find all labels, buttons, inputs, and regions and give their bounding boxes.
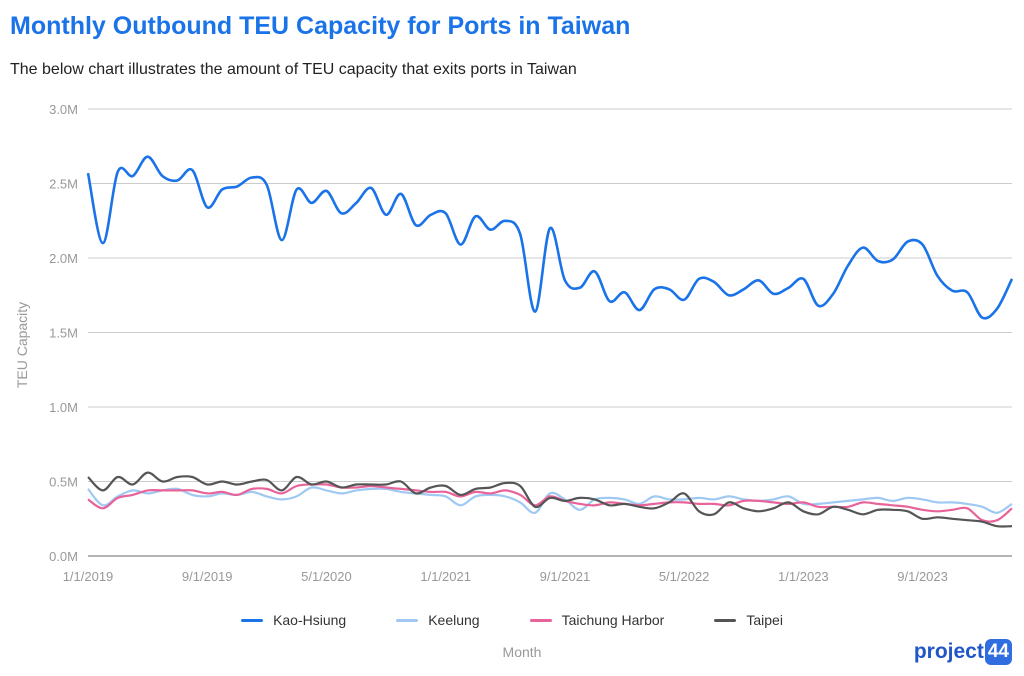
x-tick-label: 5/1/2020 xyxy=(301,569,352,584)
y-tick-label: 3.0M xyxy=(49,102,78,117)
legend-swatch xyxy=(396,618,419,622)
chart-subtitle: The below chart illustrates the amount o… xyxy=(10,61,577,78)
legend-label: Keelung xyxy=(428,612,480,628)
legend-item-kao-hsiung[interactable]: Kao-Hsiung xyxy=(241,612,346,628)
legend-label: Taichung Harbor xyxy=(561,612,665,628)
legend-item-taichung-harbor[interactable]: Taichung Harbor xyxy=(529,612,665,628)
x-tick-label: 1/1/2023 xyxy=(778,569,829,584)
y-tick-label: 0.5M xyxy=(49,475,78,490)
y-axis-label: TEU Capacity xyxy=(14,302,30,388)
logo-badge: 44 xyxy=(984,639,1012,665)
legend-item-taipei[interactable]: Taipei xyxy=(714,612,783,628)
y-axis-ticks: 0.0M 0.5M 1.0M 1.5M 2.0M 2.5M 3.0M xyxy=(49,102,78,564)
x-tick-label: 9/1/2019 xyxy=(182,569,233,584)
project44-logo: project 44 xyxy=(914,639,1012,665)
x-tick-label: 1/1/2019 xyxy=(63,569,114,584)
series-line-kao-hsiung[interactable] xyxy=(86,155,1014,320)
legend-item-keelung[interactable]: Keelung xyxy=(396,612,480,628)
x-tick-label: 5/1/2022 xyxy=(659,569,710,584)
x-axis-ticks: 1/1/2019 9/1/2019 5/1/2020 1/1/2021 9/1/2021… xyxy=(63,569,948,584)
x-tick-label: 9/1/2023 xyxy=(897,569,948,584)
x-tick-label: 1/1/2021 xyxy=(420,569,471,584)
y-tick-label: 1.5M xyxy=(49,326,78,341)
legend-swatch xyxy=(241,618,264,622)
legend-swatch xyxy=(714,618,737,622)
chart-grid xyxy=(88,108,1012,557)
x-tick-label: 9/1/2021 xyxy=(540,569,591,584)
y-tick-label: 0.0M xyxy=(49,549,78,564)
legend-swatch xyxy=(529,618,552,622)
series-line-keelung[interactable] xyxy=(87,486,1013,514)
legend-label: Taipei xyxy=(746,612,783,628)
series-line-taichung-harbor[interactable] xyxy=(87,483,1013,523)
y-tick-label: 2.5M xyxy=(49,177,78,192)
series-line-taipei[interactable] xyxy=(87,471,1013,528)
chart-legend: Kao-Hsiung Keelung Taichung Harbor Taipe… xyxy=(0,612,1024,628)
y-tick-label: 1.0M xyxy=(49,400,78,415)
logo-text: project xyxy=(913,640,984,663)
y-tick-label: 2.0M xyxy=(49,251,78,266)
legend-label: Kao-Hsiung xyxy=(273,612,347,628)
chart-title: Monthly Outbound TEU Capacity for Ports … xyxy=(10,12,631,40)
chart-series-lines xyxy=(86,155,1014,528)
x-axis-label: Month xyxy=(502,644,542,660)
